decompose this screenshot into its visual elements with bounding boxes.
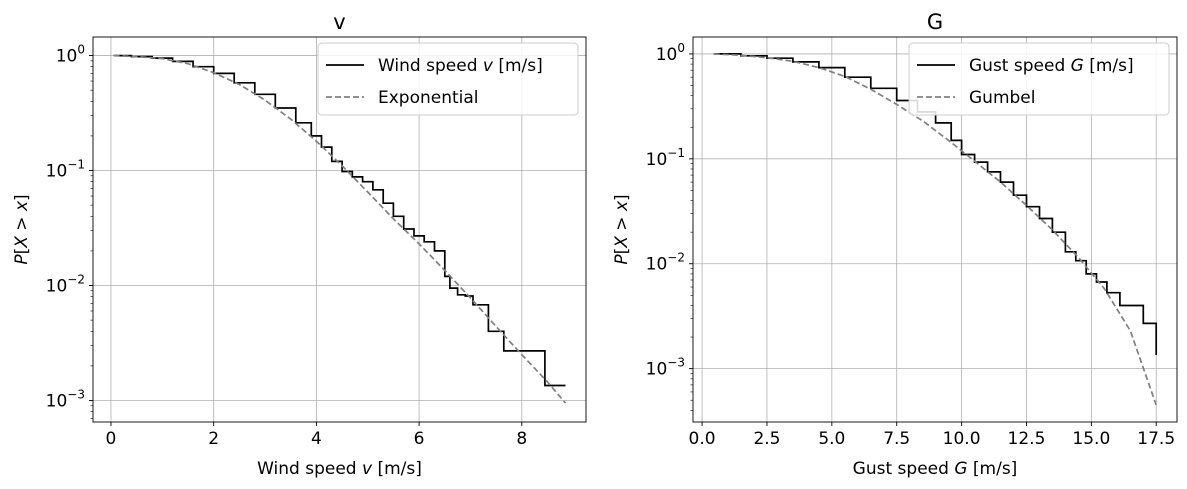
legend-box xyxy=(908,42,1170,116)
series-2-line xyxy=(713,53,1158,406)
x-tick-label: 0 xyxy=(106,429,117,449)
y-tick-label: 10−1 xyxy=(646,146,685,170)
y-tick-label: 10−3 xyxy=(646,356,685,380)
y-tick-label: 100 xyxy=(56,43,85,67)
x-tick-label: 10.0 xyxy=(943,429,981,449)
series-1-line xyxy=(713,53,1158,355)
x-tick-label: 0.0 xyxy=(689,429,716,449)
legend: Gust speed G [m/s] Gumbel xyxy=(908,42,1170,116)
y-tick-label: 10−3 xyxy=(46,387,85,411)
x-tick-label: 4 xyxy=(311,429,322,449)
y-axis-label: P[X > x] xyxy=(12,194,32,264)
x-axis-label: Wind speed v [m/s] xyxy=(257,459,422,479)
legend: Wind speed v [m/s] Exponential xyxy=(317,42,579,116)
chart-title: G xyxy=(927,10,943,34)
chart-1: 0 2 4 6 8 100 10−1 10−2 10−3 v Wind speed v [m/s] P… xyxy=(12,10,587,479)
y-axis-label: P[X > x] xyxy=(612,194,632,264)
chart-title: v xyxy=(333,10,345,34)
chart-2: 0.0 2.5 5.0 7.5 10.0 12.5 15.0 17.5 100 10−1 10−2 1… xyxy=(612,10,1178,479)
x-axis-label: Gust speed G [m/s] xyxy=(853,459,1018,479)
x-tick-label: 12.5 xyxy=(1008,429,1046,449)
x-tick-label: 6 xyxy=(414,429,425,449)
x-tick-label: 7.5 xyxy=(883,429,910,449)
x-tick-label: 17.5 xyxy=(1137,429,1175,449)
x-tick-label: 8 xyxy=(516,429,527,449)
x-tick-label: 15.0 xyxy=(1072,429,1110,449)
y-tick-label: 10−2 xyxy=(46,273,85,297)
axes-frame xyxy=(692,36,1178,423)
series-1-line xyxy=(113,54,566,387)
legend-label-2: Gumbel xyxy=(969,88,1035,108)
x-tick-label: 2 xyxy=(208,429,219,449)
y-tick-label: 10−1 xyxy=(46,158,85,182)
y-tick-label: 100 xyxy=(656,41,685,65)
x-tick-label: 2.5 xyxy=(753,429,780,449)
legend-label-2: Exponential xyxy=(378,88,479,108)
legend-box xyxy=(317,42,579,116)
y-tick-label: 10−2 xyxy=(646,251,685,275)
axes-frame xyxy=(92,36,587,423)
series-2-line xyxy=(113,54,567,404)
x-tick-label: 5.0 xyxy=(818,429,845,449)
legend-label-1: Gust speed G [m/s] xyxy=(969,56,1134,76)
legend-label-1: Wind speed v [m/s] xyxy=(378,56,543,76)
